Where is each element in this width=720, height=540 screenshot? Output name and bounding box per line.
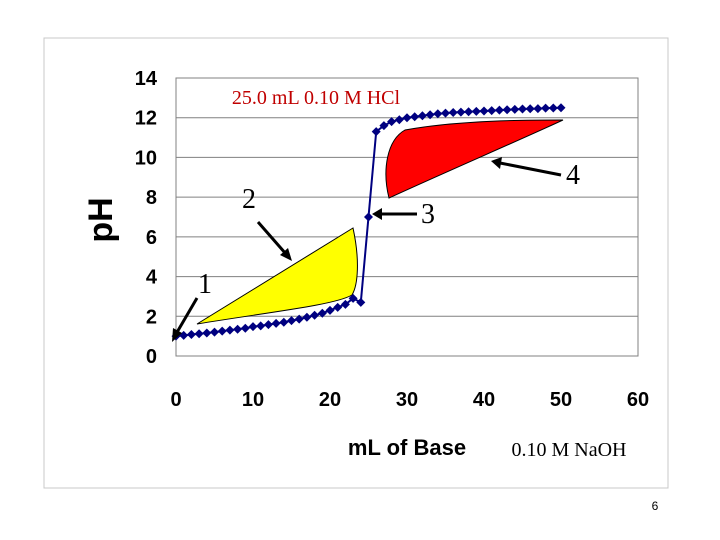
x-tick-label-5: 50	[550, 389, 572, 411]
region-label-3: 3	[421, 199, 435, 230]
y-tick-label-3: 6	[146, 227, 157, 249]
y-tick-label-1: 2	[146, 306, 157, 328]
y-tick-label-2: 4	[146, 267, 158, 289]
page-number: 6	[652, 499, 659, 513]
x-tick-label-3: 30	[396, 389, 418, 411]
region-label-4: 4	[566, 160, 580, 191]
acid-annotation: 25.0 mL 0.10 M HCl	[232, 87, 401, 109]
y-tick-label-5: 10	[135, 147, 157, 169]
y-tick-label-6: 12	[135, 108, 157, 130]
x-tick-label-4: 40	[473, 389, 495, 411]
x-tick-label-2: 20	[319, 389, 341, 411]
y-tick-label-0: 0	[146, 346, 157, 368]
titration-chart: 0 10 20 30 40 50 60 02468101214 mL of Base pH …	[0, 0, 720, 540]
region-label-2: 2	[242, 184, 256, 215]
y-axis-title: pH	[82, 197, 120, 242]
x-tick-label-1: 10	[242, 389, 264, 411]
y-tick-label-4: 8	[146, 187, 157, 209]
x-tick-label-6: 60	[627, 389, 649, 411]
x-axis-title: mL of Base	[348, 435, 466, 460]
y-tick-label-7: 14	[135, 68, 158, 90]
x-tick-label-0: 0	[170, 389, 181, 411]
region-label-1: 1	[198, 269, 212, 300]
base-annotation: 0.10 M NaOH	[512, 439, 627, 461]
